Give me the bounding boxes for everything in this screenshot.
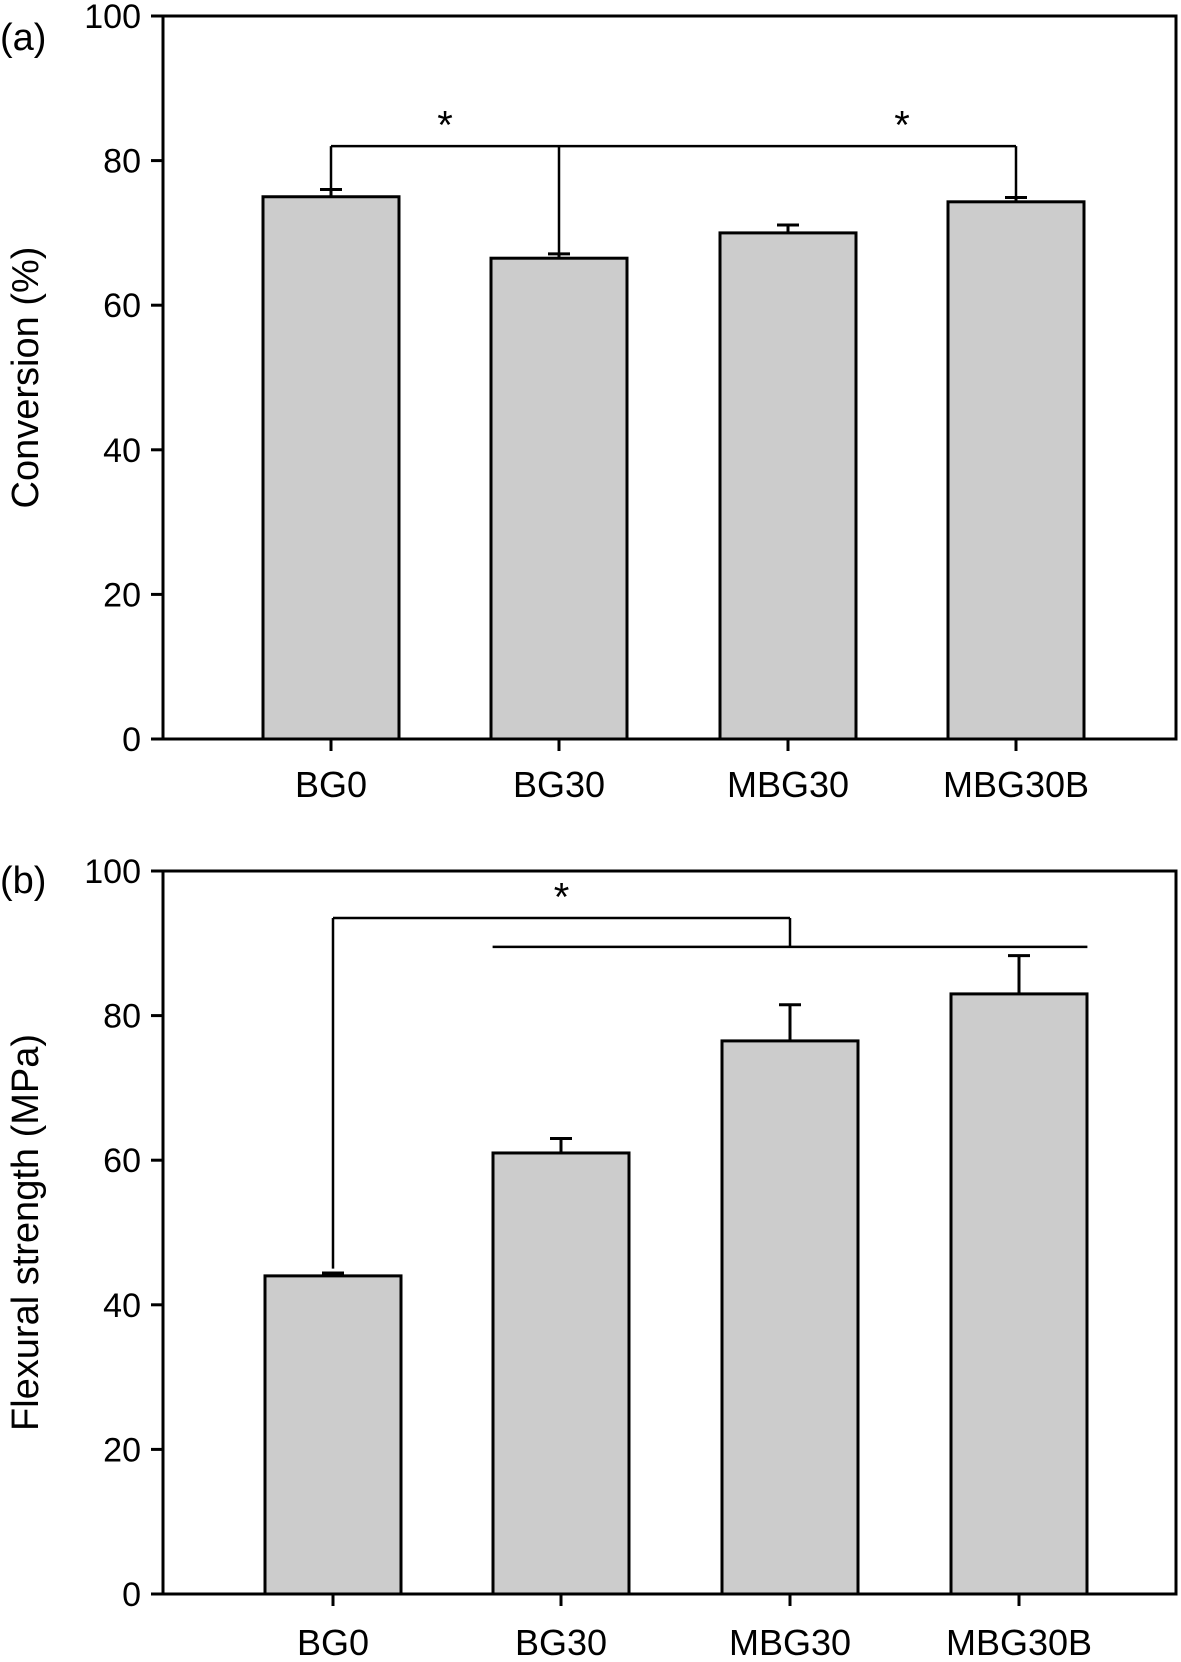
y-tick-label: 20 (103, 576, 141, 614)
chart-panel-0: 0 20 40 60 80 100 Conversion (%) (a) BG0 BG30 MBG3… (0, 0, 1178, 805)
panel-label: (a) (0, 17, 46, 59)
x-tick-label-MBG30: MBG30 (729, 1622, 851, 1662)
bar-BG0 (261, 195, 401, 741)
x-tick-label-MBG30B: MBG30B (943, 764, 1089, 805)
y-tick-label: 40 (103, 432, 141, 470)
significance-star: * (437, 103, 453, 147)
bar-MBG30B (949, 992, 1089, 1596)
y-tick-label: 0 (122, 1576, 141, 1614)
x-tick-label-MBG30B: MBG30B (946, 1622, 1092, 1662)
y-tick-label: 60 (103, 287, 141, 325)
bar-MBG30 (720, 1039, 860, 1596)
panel-label: (b) (0, 860, 46, 902)
x-tick-label-BG0: BG0 (295, 764, 367, 805)
y-tick-label: 80 (103, 143, 141, 181)
y-tick-label: 100 (84, 0, 141, 36)
y-tick-label: 40 (103, 1287, 141, 1325)
significance-star: * (554, 875, 570, 919)
x-tick-label-MBG30: MBG30 (727, 764, 849, 805)
chart-panel-1: 0 20 40 60 80 100 Flexural strength (MPa) (b) BG… (0, 853, 1178, 1662)
x-tick-label-BG30: BG30 (515, 1622, 607, 1662)
y-axis-title: Flexural strength (MPa) (5, 1034, 47, 1431)
bar-BG0 (263, 1274, 403, 1596)
y-tick-label: 20 (103, 1431, 141, 1469)
y-tick-label: 100 (84, 853, 141, 891)
plot-frame (161, 869, 1178, 1596)
significance-star: * (894, 103, 910, 147)
y-tick-label: 80 (103, 998, 141, 1036)
x-tick-label-BG30: BG30 (513, 764, 605, 805)
y-tick-label: 0 (122, 721, 141, 759)
y-axis-title: Conversion (%) (5, 247, 47, 509)
bar-MBG30B (946, 200, 1086, 741)
bar-BG30 (489, 256, 629, 741)
x-tick-label-BG0: BG0 (297, 1622, 369, 1662)
y-tick-label: 60 (103, 1142, 141, 1180)
bar-MBG30 (718, 231, 858, 741)
bar-BG30 (491, 1151, 631, 1596)
plot-frame (161, 14, 1178, 741)
